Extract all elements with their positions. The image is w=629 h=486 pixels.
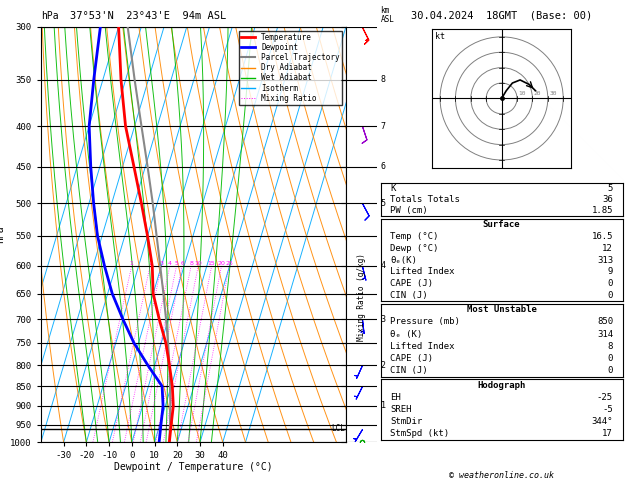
Text: 37°53'N  23°43'E  94m ASL: 37°53'N 23°43'E 94m ASL — [70, 11, 226, 21]
Text: km
ASL: km ASL — [381, 6, 394, 24]
Text: Most Unstable: Most Unstable — [467, 305, 537, 314]
Text: LCL: LCL — [331, 424, 345, 434]
Text: K: K — [390, 184, 396, 193]
Text: 7: 7 — [381, 122, 386, 131]
Text: 36: 36 — [603, 195, 613, 204]
Text: 20: 20 — [218, 261, 225, 266]
Text: 3: 3 — [381, 314, 386, 324]
Text: 1: 1 — [381, 401, 386, 410]
Text: 2: 2 — [381, 361, 386, 370]
Text: 0: 0 — [608, 366, 613, 375]
Text: CIN (J): CIN (J) — [390, 291, 428, 300]
Text: Surface: Surface — [483, 220, 520, 229]
Text: 15: 15 — [208, 261, 216, 266]
Text: 9: 9 — [608, 267, 613, 277]
Text: Lifted Index: Lifted Index — [390, 342, 455, 351]
Text: 6: 6 — [180, 261, 184, 266]
Text: 17: 17 — [603, 429, 613, 438]
Text: Hodograph: Hodograph — [477, 381, 526, 390]
Text: 313: 313 — [597, 256, 613, 264]
Text: Temp (°C): Temp (°C) — [390, 232, 438, 241]
X-axis label: Dewpoint / Temperature (°C): Dewpoint / Temperature (°C) — [114, 462, 273, 472]
Text: 16.5: 16.5 — [591, 232, 613, 241]
Text: 5: 5 — [608, 184, 613, 193]
Text: 3: 3 — [160, 261, 164, 266]
Text: 8: 8 — [608, 342, 613, 351]
Text: CAPE (J): CAPE (J) — [390, 354, 433, 363]
Text: θₑ (K): θₑ (K) — [390, 330, 423, 339]
Text: 25: 25 — [225, 261, 233, 266]
Text: StmDir: StmDir — [390, 417, 423, 426]
Text: 30: 30 — [549, 91, 557, 96]
Text: 4: 4 — [168, 261, 172, 266]
Text: 10: 10 — [518, 91, 526, 96]
Text: 1: 1 — [130, 261, 133, 266]
Text: 8: 8 — [189, 261, 193, 266]
Text: 0: 0 — [608, 291, 613, 300]
Text: 344°: 344° — [591, 417, 613, 426]
Text: 314: 314 — [597, 330, 613, 339]
Text: Pressure (mb): Pressure (mb) — [390, 317, 460, 327]
Text: 30.04.2024  18GMT  (Base: 00): 30.04.2024 18GMT (Base: 00) — [411, 11, 593, 21]
Text: CIN (J): CIN (J) — [390, 366, 428, 375]
Text: 0: 0 — [608, 279, 613, 288]
Text: 0: 0 — [608, 354, 613, 363]
Text: Mixing Ratio (g/kg): Mixing Ratio (g/kg) — [357, 253, 366, 341]
Text: 20: 20 — [534, 91, 542, 96]
Text: θₑ(K): θₑ(K) — [390, 256, 417, 264]
Text: 4: 4 — [381, 261, 386, 270]
Y-axis label: hPa: hPa — [0, 226, 5, 243]
Text: 8: 8 — [381, 75, 386, 85]
Text: 10: 10 — [194, 261, 202, 266]
Text: 6: 6 — [381, 162, 386, 171]
Text: hPa: hPa — [41, 11, 58, 21]
Text: 5: 5 — [381, 199, 386, 208]
Text: SREH: SREH — [390, 405, 412, 414]
Text: 2: 2 — [148, 261, 152, 266]
Text: Lifted Index: Lifted Index — [390, 267, 455, 277]
Text: 5: 5 — [175, 261, 179, 266]
Text: -25: -25 — [597, 393, 613, 402]
Text: StmSpd (kt): StmSpd (kt) — [390, 429, 449, 438]
Text: PW (cm): PW (cm) — [390, 206, 428, 215]
Text: EH: EH — [390, 393, 401, 402]
Text: Dewp (°C): Dewp (°C) — [390, 243, 438, 253]
Text: Totals Totals: Totals Totals — [390, 195, 460, 204]
Text: 1.85: 1.85 — [591, 206, 613, 215]
Text: 850: 850 — [597, 317, 613, 327]
Legend: Temperature, Dewpoint, Parcel Trajectory, Dry Adiabat, Wet Adiabat, Isotherm, Mi: Temperature, Dewpoint, Parcel Trajectory… — [239, 31, 342, 105]
Text: CAPE (J): CAPE (J) — [390, 279, 433, 288]
Text: -5: -5 — [603, 405, 613, 414]
Text: kt: kt — [435, 32, 445, 41]
Text: © weatheronline.co.uk: © weatheronline.co.uk — [449, 471, 554, 480]
Text: 12: 12 — [603, 243, 613, 253]
